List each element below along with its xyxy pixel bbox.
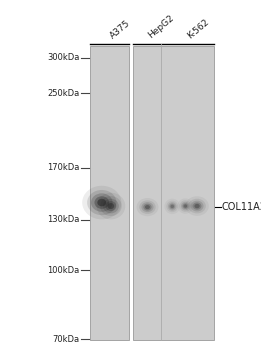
Text: 100kDa: 100kDa: [47, 266, 80, 275]
Ellipse shape: [137, 198, 158, 216]
Ellipse shape: [141, 202, 153, 212]
Ellipse shape: [169, 203, 175, 209]
Ellipse shape: [193, 202, 201, 210]
Ellipse shape: [191, 201, 204, 211]
Text: K-562: K-562: [185, 17, 210, 40]
Ellipse shape: [167, 201, 178, 212]
Ellipse shape: [97, 193, 125, 219]
Text: 300kDa: 300kDa: [47, 54, 80, 62]
Ellipse shape: [145, 205, 150, 209]
Ellipse shape: [100, 196, 122, 216]
Ellipse shape: [180, 200, 191, 212]
Ellipse shape: [170, 205, 174, 208]
Ellipse shape: [185, 196, 209, 216]
Ellipse shape: [143, 204, 152, 210]
Ellipse shape: [105, 201, 116, 211]
Ellipse shape: [97, 199, 106, 206]
Ellipse shape: [183, 204, 187, 208]
Text: COL11A2: COL11A2: [222, 202, 261, 212]
Ellipse shape: [139, 200, 156, 214]
Ellipse shape: [91, 193, 112, 212]
Ellipse shape: [94, 196, 109, 209]
Ellipse shape: [103, 199, 119, 214]
Ellipse shape: [82, 186, 121, 219]
Text: 170kDa: 170kDa: [47, 163, 80, 172]
Bar: [90, 46, 129, 340]
Text: 250kDa: 250kDa: [47, 89, 80, 98]
Ellipse shape: [182, 203, 188, 209]
Text: A375: A375: [108, 18, 132, 40]
Ellipse shape: [194, 204, 200, 208]
Bar: [133, 46, 214, 340]
Ellipse shape: [87, 190, 116, 215]
Text: HepG2: HepG2: [146, 14, 175, 40]
Ellipse shape: [181, 202, 189, 210]
Ellipse shape: [108, 203, 114, 209]
Text: 70kDa: 70kDa: [52, 335, 80, 344]
Ellipse shape: [168, 202, 176, 211]
Ellipse shape: [188, 199, 206, 214]
Text: 130kDa: 130kDa: [47, 215, 80, 224]
